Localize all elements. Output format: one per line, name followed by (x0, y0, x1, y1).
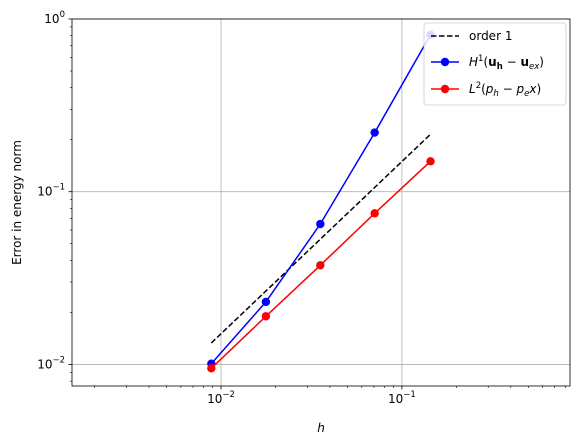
plot-frame (71, 18, 571, 387)
data-point (370, 209, 379, 218)
series-line (210, 133, 432, 344)
x-tick-label: 10−2 (207, 390, 235, 406)
legend-label: order 1 (469, 29, 512, 43)
data-point (370, 128, 379, 137)
data-point (426, 157, 435, 166)
plot-series (207, 30, 435, 373)
y-tick-label: 10−2 (37, 355, 65, 371)
data-point (316, 261, 325, 270)
y-tick-label: 10−1 (37, 183, 65, 199)
legend: order 1 H1(uh − uex) L2(ph − pex) (423, 22, 567, 106)
legend-marker (440, 84, 450, 94)
legend-label: H1(uh − uex) (469, 54, 544, 72)
legend-label: L2(ph − pex) (469, 81, 541, 99)
series-line (210, 34, 432, 365)
data-point (316, 219, 325, 229)
data-point (261, 312, 271, 321)
y-tick-label: 100 (44, 10, 65, 26)
legend-marker (440, 57, 450, 67)
x-tick-label: 10−1 (388, 390, 416, 406)
axis-ticks: 10−2 10−1 10−2 10−1 100 (37, 10, 566, 406)
x-axis-label: h (317, 421, 325, 435)
y-axis-label: Error in energy norm (10, 140, 24, 265)
legend-box (423, 22, 567, 106)
data-point (207, 364, 216, 373)
data-point (261, 297, 271, 307)
